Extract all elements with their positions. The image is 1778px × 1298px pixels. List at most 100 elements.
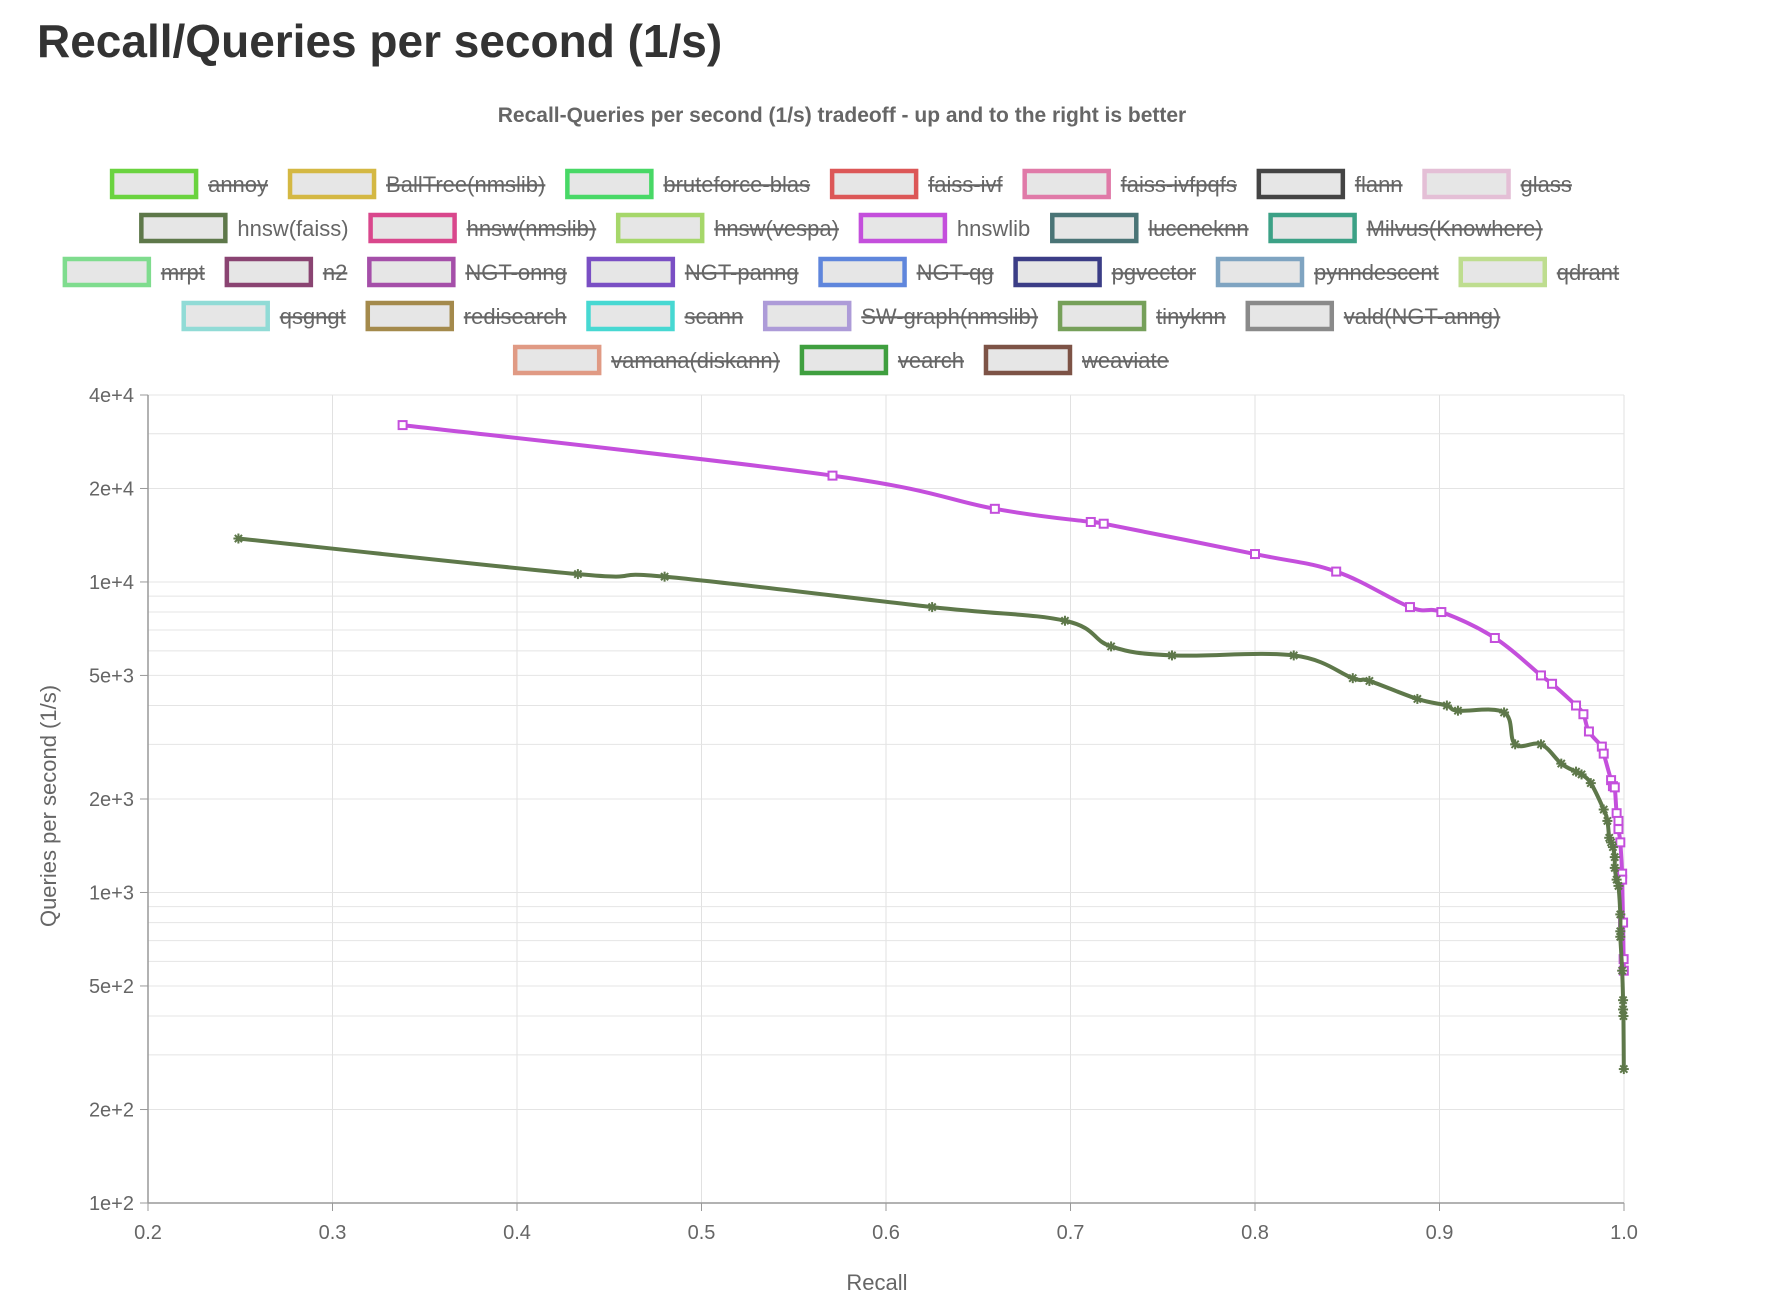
legend-item-ngt-onng[interactable]: NGT-onng bbox=[367, 256, 567, 288]
legend-item-hnswlib[interactable]: hnswlib bbox=[858, 212, 1030, 244]
data-point[interactable] bbox=[1098, 518, 1109, 529]
series-hnswlib bbox=[397, 420, 1629, 976]
data-point[interactable] bbox=[1556, 758, 1567, 769]
data-point[interactable] bbox=[1607, 842, 1618, 853]
data-point[interactable] bbox=[989, 503, 1000, 514]
legend-item-flann[interactable]: flann bbox=[1256, 168, 1403, 200]
data-point[interactable] bbox=[1404, 602, 1415, 613]
data-point[interactable] bbox=[1618, 1064, 1629, 1075]
x-tick-label: 0.9 bbox=[1426, 1222, 1454, 1244]
legend-item-n2[interactable]: n2 bbox=[224, 256, 347, 288]
data-point[interactable] bbox=[1609, 852, 1620, 863]
data-point[interactable] bbox=[1617, 965, 1628, 976]
data-point[interactable] bbox=[1615, 931, 1626, 942]
legend-swatch bbox=[586, 256, 676, 288]
data-point[interactable] bbox=[659, 571, 670, 582]
legend-item-milvus-knowhere[interactable]: Milvus(Knowhere) bbox=[1268, 212, 1543, 244]
data-point[interactable] bbox=[1547, 678, 1558, 689]
series-line-hnsw-faiss bbox=[236, 536, 1626, 1072]
x-tick-label: 0.3 bbox=[319, 1222, 347, 1244]
legend-swatch bbox=[762, 300, 852, 332]
data-point[interactable] bbox=[1535, 670, 1546, 681]
data-point[interactable] bbox=[1585, 778, 1596, 789]
legend-label: NGT-qg bbox=[917, 260, 994, 285]
legend-item-faiss-ivf[interactable]: faiss-ivf bbox=[829, 168, 1004, 200]
legend-item-weaviate[interactable]: weaviate bbox=[983, 344, 1169, 376]
data-point[interactable] bbox=[233, 533, 244, 544]
legend-item-vamana-diskann[interactable]: vamana(diskann) bbox=[512, 344, 780, 376]
y-tick-label: 2e+4 bbox=[89, 478, 134, 500]
data-point[interactable] bbox=[397, 420, 408, 431]
data-point[interactable] bbox=[1598, 804, 1609, 815]
legend-swatch bbox=[565, 168, 654, 200]
data-point[interactable] bbox=[927, 602, 938, 613]
data-point[interactable] bbox=[1331, 566, 1342, 577]
data-point[interactable] bbox=[1609, 862, 1620, 873]
legend-item-sw-graph-nmslib[interactable]: SW-graph(nmslib) bbox=[762, 300, 1038, 332]
legend-item-hnsw-faiss[interactable]: hnsw(faiss) bbox=[139, 212, 349, 244]
legend-item-ngt-panng[interactable]: NGT-panng bbox=[586, 256, 799, 288]
legend-item-hnsw-nmslib[interactable]: hnsw(nmslib) bbox=[368, 212, 597, 244]
data-point[interactable] bbox=[1613, 815, 1624, 826]
data-point[interactable] bbox=[1615, 837, 1626, 848]
legend-item-qsgngt[interactable]: qsgngt bbox=[181, 300, 346, 332]
data-point[interactable] bbox=[1618, 995, 1629, 1006]
data-point[interactable] bbox=[1288, 650, 1299, 661]
data-point[interactable] bbox=[1602, 815, 1613, 826]
data-point[interactable] bbox=[1489, 632, 1500, 643]
data-point[interactable] bbox=[1364, 675, 1375, 686]
data-point[interactable] bbox=[1615, 909, 1626, 920]
data-point[interactable] bbox=[827, 470, 838, 481]
data-point[interactable] bbox=[1441, 700, 1452, 711]
data-point[interactable] bbox=[1618, 1011, 1629, 1022]
legend-item-luceneknn[interactable]: luceneknn bbox=[1050, 212, 1249, 244]
legend-item-glass[interactable]: glass bbox=[1422, 168, 1572, 200]
x-tick-label: 0.4 bbox=[503, 1222, 531, 1244]
legend-label: pgvector bbox=[1112, 260, 1196, 285]
legend-item-scann[interactable]: scann bbox=[586, 300, 743, 332]
data-point[interactable] bbox=[1510, 739, 1521, 750]
legend-item-bruteforce-blas[interactable]: bruteforce-blas bbox=[565, 168, 810, 200]
data-point[interactable] bbox=[1578, 709, 1589, 720]
legend-label: BallTree(nmslib) bbox=[386, 172, 545, 197]
legend-label: annoy bbox=[208, 172, 268, 197]
legend-item-redisearch[interactable]: redisearch bbox=[365, 300, 567, 332]
legend-item-pgvector[interactable]: pgvector bbox=[1013, 256, 1196, 288]
y-tick-label: 2e+3 bbox=[89, 789, 134, 811]
data-point[interactable] bbox=[572, 569, 583, 580]
data-point[interactable] bbox=[1535, 739, 1546, 750]
data-point[interactable] bbox=[1613, 880, 1624, 891]
data-point[interactable] bbox=[1085, 516, 1096, 527]
legend-item-tinyknn[interactable]: tinyknn bbox=[1057, 300, 1226, 332]
x-tick-label: 0.6 bbox=[872, 1222, 900, 1244]
legend-label: n2 bbox=[323, 260, 347, 285]
data-point[interactable] bbox=[1499, 707, 1510, 718]
data-point[interactable] bbox=[1166, 650, 1177, 661]
data-point[interactable] bbox=[1598, 748, 1609, 759]
legend-swatch bbox=[1022, 168, 1111, 200]
data-point[interactable] bbox=[1583, 726, 1594, 737]
y-tick-label: 1e+2 bbox=[89, 1193, 134, 1215]
data-point[interactable] bbox=[1613, 824, 1624, 835]
data-point[interactable] bbox=[1347, 673, 1358, 684]
legend-item-balltree-nmslib[interactable]: BallTree(nmslib) bbox=[287, 168, 545, 200]
data-point[interactable] bbox=[1106, 641, 1117, 652]
data-point[interactable] bbox=[1571, 700, 1582, 711]
legend-item-vearch[interactable]: vearch bbox=[799, 344, 964, 376]
legend-item-ngt-qg[interactable]: NGT-qg bbox=[818, 256, 994, 288]
legend-item-annoy[interactable]: annoy bbox=[109, 168, 268, 200]
data-point[interactable] bbox=[1412, 693, 1423, 704]
legend-item-vald-ngt-anng[interactable]: vald(NGT-anng) bbox=[1245, 300, 1501, 332]
series-line-hnswlib bbox=[400, 423, 1626, 973]
legend-item-mrpt[interactable]: mrpt bbox=[62, 256, 205, 288]
legend-item-faiss-ivfpqfs[interactable]: faiss-ivfpqfs bbox=[1022, 168, 1237, 200]
data-point[interactable] bbox=[1250, 549, 1260, 560]
legend-item-qdrant[interactable]: qdrant bbox=[1458, 256, 1619, 288]
data-point[interactable] bbox=[1576, 769, 1587, 780]
data-point[interactable] bbox=[1436, 607, 1447, 618]
data-point[interactable] bbox=[1452, 705, 1463, 716]
data-point[interactable] bbox=[1609, 782, 1620, 793]
legend-item-pynndescent[interactable]: pynndescent bbox=[1215, 256, 1439, 288]
legend-item-hnsw-vespa[interactable]: hnsw(vespa) bbox=[615, 212, 839, 244]
data-point[interactable] bbox=[1059, 615, 1070, 626]
